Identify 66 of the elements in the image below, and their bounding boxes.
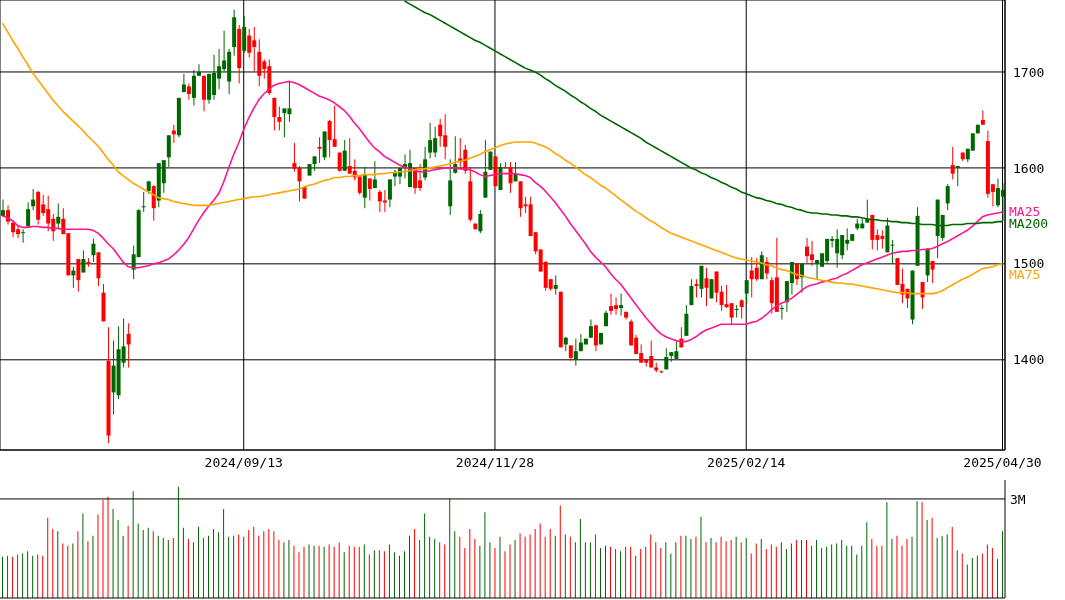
candlestick xyxy=(684,304,689,337)
candlestick xyxy=(438,118,443,148)
candlestick xyxy=(91,238,96,263)
candlestick xyxy=(980,109,985,126)
candlestick xyxy=(588,319,593,339)
candlestick xyxy=(76,258,81,293)
candlestick xyxy=(593,324,598,352)
candlestick xyxy=(744,279,749,305)
y-tick-label: 1400 xyxy=(1013,352,1045,368)
candlestick xyxy=(171,124,176,144)
ref-line-label: 3M xyxy=(1010,491,1026,507)
x-tick-label: 2025/02/14 xyxy=(707,455,786,471)
candlestick xyxy=(332,105,337,148)
candlestick xyxy=(242,15,247,54)
candlestick xyxy=(729,302,734,326)
candlestick xyxy=(282,107,287,138)
candlestick xyxy=(995,177,1000,208)
candlestick xyxy=(56,202,61,230)
candlestick xyxy=(573,338,578,367)
candlestick xyxy=(202,75,206,112)
candlestick xyxy=(377,189,382,213)
series-label: MA200 xyxy=(1009,216,1049,232)
candlestick xyxy=(478,209,483,234)
candlestick xyxy=(619,293,624,317)
candlestick xyxy=(362,166,367,209)
x-tick-label: 2024/09/13 xyxy=(204,455,283,471)
candlestick xyxy=(387,178,392,208)
candlestick xyxy=(257,38,262,87)
candlestick xyxy=(186,82,191,101)
candlestick xyxy=(694,278,699,298)
candlestick xyxy=(372,160,377,189)
candlestick xyxy=(126,322,131,368)
candlestick xyxy=(739,298,744,320)
candlestick xyxy=(704,267,709,307)
candlestick xyxy=(247,28,252,59)
candlestick xyxy=(498,162,503,191)
candlestick xyxy=(734,304,739,319)
candlestick xyxy=(754,257,759,282)
candlestick xyxy=(945,183,950,211)
candlestick xyxy=(367,177,372,202)
series-label: MA75 xyxy=(1009,267,1041,283)
x-tick-label: 2024/11/28 xyxy=(455,455,535,471)
candlestick xyxy=(508,161,513,194)
candlestick xyxy=(699,265,704,298)
candlestick xyxy=(920,281,925,310)
candlestick xyxy=(553,274,558,296)
candlestick xyxy=(166,134,171,168)
candlestick xyxy=(277,106,282,131)
candlestick xyxy=(689,278,694,306)
y-tick-label: 1600 xyxy=(1013,160,1045,176)
candlestick xyxy=(1,199,5,218)
candlestick xyxy=(428,122,433,159)
y-tick-label: 1700 xyxy=(1013,64,1045,80)
candlestick xyxy=(196,63,201,77)
candlestick xyxy=(317,136,322,164)
candlestick xyxy=(950,146,955,180)
candlestick xyxy=(21,228,26,244)
candlestick xyxy=(272,97,277,131)
series-label: MA25 xyxy=(1009,203,1041,219)
candlestick xyxy=(151,184,156,222)
candlestick xyxy=(609,293,614,316)
candlestick xyxy=(779,304,784,321)
x-tick-label: 2025/04/30 xyxy=(963,455,1042,471)
candlestick xyxy=(141,191,146,213)
candlestick xyxy=(342,139,347,172)
candlestick xyxy=(191,69,196,107)
